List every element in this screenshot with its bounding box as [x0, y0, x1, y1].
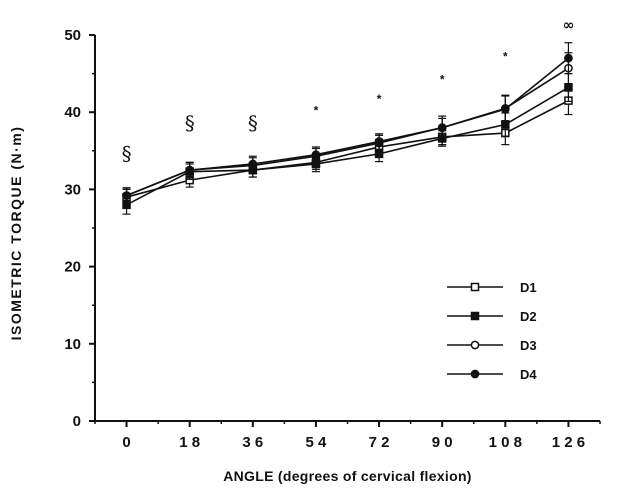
annotation-mark: *	[503, 49, 508, 63]
x-tick-label: 1 8	[179, 434, 200, 451]
legend: D1 D2 D3 D4	[447, 280, 537, 382]
data-point	[437, 123, 447, 132]
y-tick-label: 10	[64, 336, 81, 353]
x-tick-label: 7 2	[369, 434, 390, 451]
x-tick-label: 0	[122, 434, 130, 451]
series-d4	[122, 42, 573, 204]
annotation-mark: *	[440, 72, 445, 86]
y-axis-title: ISOMETRIC TORQUE (N·m)	[8, 126, 24, 341]
annotation-mark: *	[377, 92, 382, 106]
x-axis-title: ANGLE (degrees of cervical flexion)	[223, 468, 472, 484]
legend-label: D1	[520, 280, 537, 295]
data-point	[564, 83, 573, 92]
x-tick-label: 9 0	[432, 434, 453, 451]
y-tick-label: 20	[64, 259, 81, 276]
legend-marker	[470, 311, 480, 321]
data-point	[122, 191, 131, 200]
legend-item-d4: D4	[447, 367, 537, 382]
legend-item-d2: D2	[447, 309, 537, 324]
legend-label: D4	[520, 367, 537, 382]
data-point	[374, 149, 384, 159]
legend-marker	[470, 369, 480, 379]
x-axis-ticks: 0 1 8 3 6 5 4 7 2 9 0 1 0 8 1 2 6	[94, 421, 601, 451]
data-point	[374, 138, 384, 148]
legend-marker	[470, 282, 480, 292]
data-point	[311, 151, 321, 161]
significance-annotations: § § § * * * * ∞	[122, 17, 575, 165]
y-axis-ticks: 0 10 20 30 40 50	[64, 27, 95, 430]
annotation-mark: *	[314, 103, 319, 117]
x-tick-label: 3 6	[242, 434, 263, 451]
legend-label: D3	[520, 338, 537, 353]
legend-item-d1: D1	[447, 280, 537, 295]
data-point	[500, 104, 510, 114]
x-tick-label: 5 4	[306, 434, 328, 451]
annotation-mark: §	[248, 111, 258, 135]
y-tick-label: 0	[73, 413, 81, 430]
annotation-mark: §	[185, 111, 195, 135]
plot-area: 0 10 20 30 40 50 0 1 8 3 6 5 4 7 2 9 0 1 0 8 1 2 6 §…	[64, 17, 601, 451]
x-tick-label: 1 0 8	[489, 434, 522, 451]
series-line	[126, 57, 569, 197]
x-tick-label: 1 2 6	[552, 434, 585, 451]
legend-item-d3: D3	[447, 338, 537, 353]
legend-label: D2	[520, 309, 537, 324]
y-tick-label: 40	[64, 104, 81, 121]
series-layer	[122, 42, 573, 215]
series-line	[126, 86, 569, 206]
data-point	[564, 53, 573, 63]
annotation-mark: ∞	[563, 17, 575, 33]
series-line	[126, 99, 569, 198]
legend-marker	[470, 340, 480, 350]
y-tick-label: 50	[64, 27, 81, 44]
annotation-mark: §	[122, 142, 132, 166]
data-point	[248, 161, 258, 170]
data-point	[185, 165, 195, 175]
y-tick-label: 30	[64, 181, 81, 198]
